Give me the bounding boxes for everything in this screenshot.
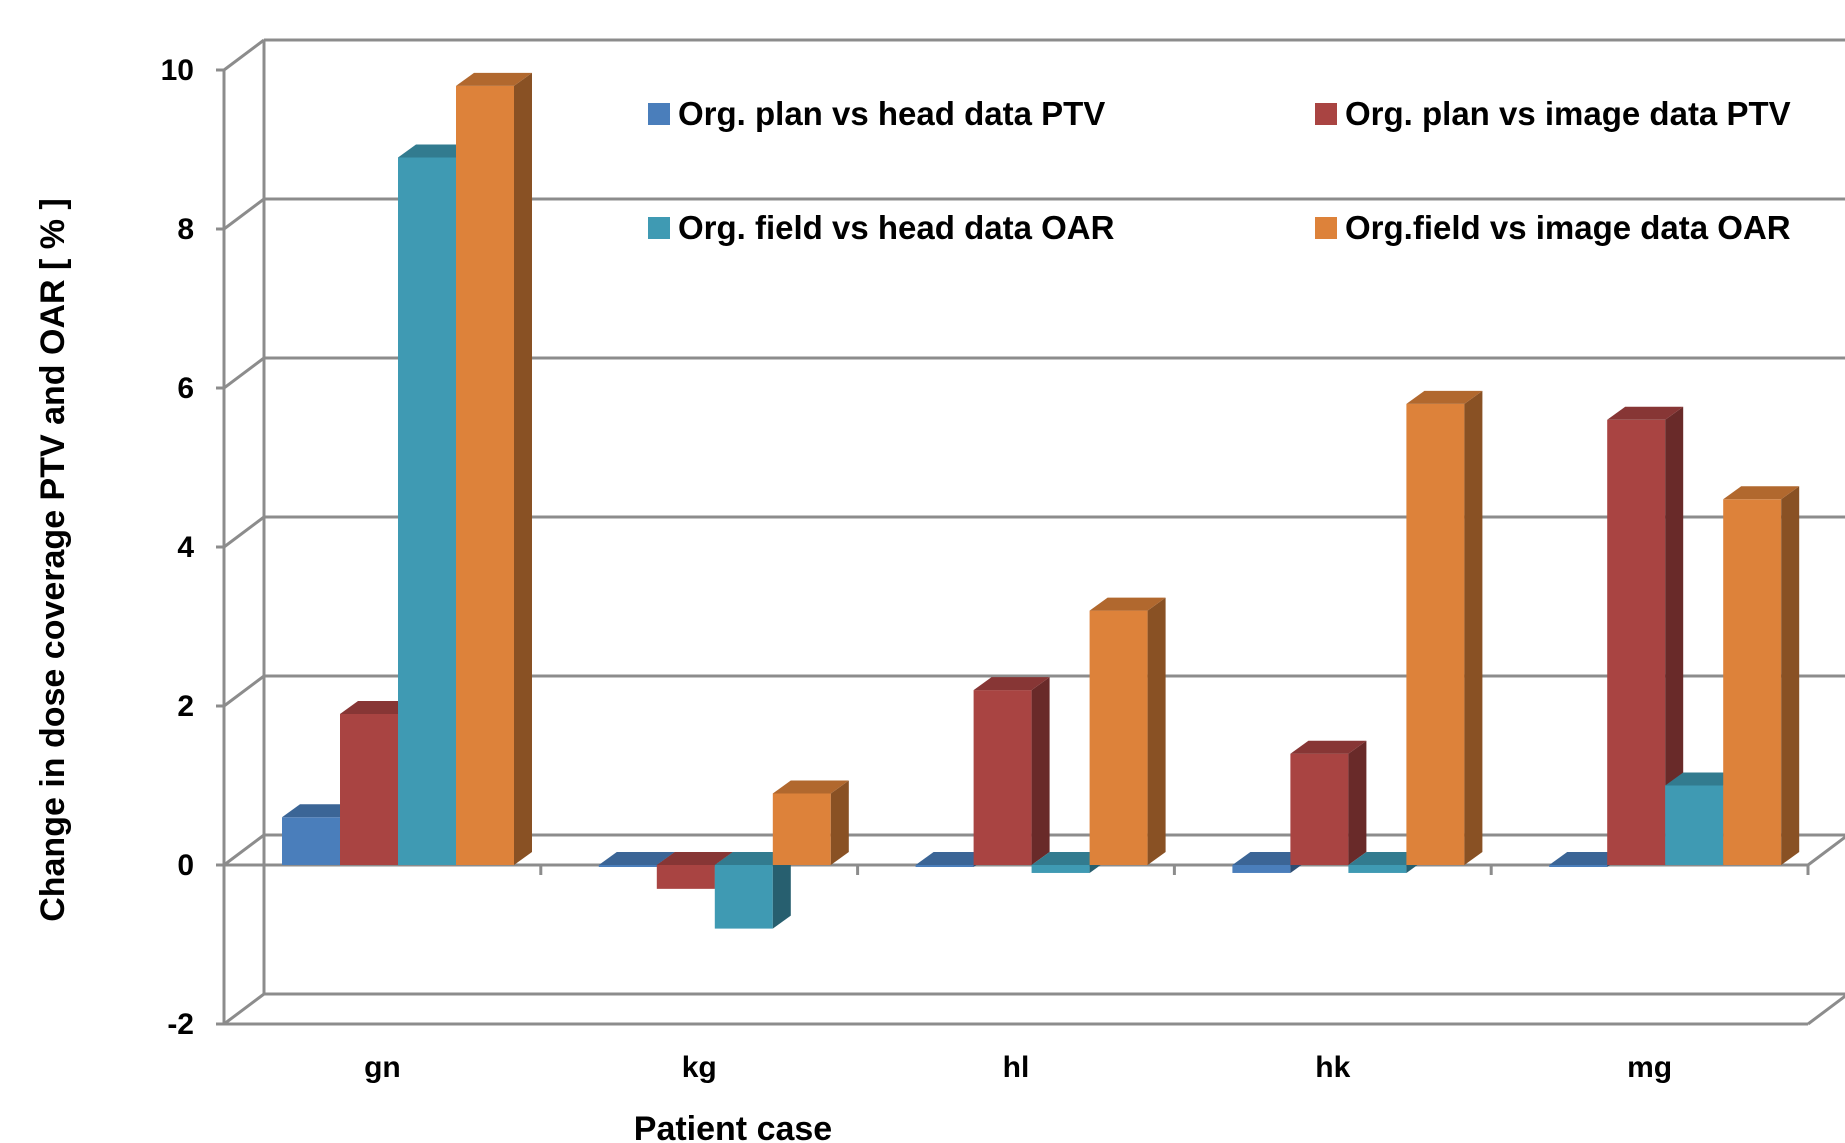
bar — [1406, 390, 1483, 865]
legend-label: Org. plan vs head data PTV — [678, 95, 1105, 132]
side-gridline — [223, 38, 265, 72]
y-tick-label: 6 — [177, 372, 194, 405]
y-axis-title: Change in dose coverage PTV and OAR [ % … — [34, 198, 72, 922]
bar-front-face — [1607, 419, 1666, 865]
legend-swatch — [648, 217, 670, 239]
bar — [656, 852, 733, 889]
y-tick-label: 0 — [177, 849, 194, 882]
bar — [1607, 406, 1684, 865]
bar-top-face — [1723, 486, 1800, 500]
bar-front-face — [1031, 865, 1090, 873]
bar-side-face — [772, 852, 791, 929]
bar-top-face — [1031, 852, 1108, 865]
x-axis-title: Patient case — [634, 1110, 832, 1143]
bar-top-face — [1232, 852, 1309, 865]
bar-front-face — [1348, 865, 1407, 873]
side-gridline — [223, 197, 265, 231]
x-tick-label: kg — [682, 1051, 717, 1084]
legend-label: Org. field vs head data OAR — [678, 209, 1115, 246]
x-tick-label: hk — [1315, 1051, 1350, 1084]
legend-item: Org. plan vs image data PTV — [1315, 95, 1791, 132]
x-tick-label: mg — [1627, 1051, 1672, 1084]
bar-side-face — [1665, 406, 1684, 865]
bar-side-face — [1464, 390, 1483, 865]
y-tick-label: 10 — [161, 54, 194, 87]
bar-top-face — [973, 677, 1050, 691]
bar-top-face — [1607, 406, 1684, 420]
bar-top-face — [656, 852, 733, 865]
legend: Org. plan vs head data PTV Org. plan vs i… — [648, 95, 1791, 246]
bar-top-face — [1665, 772, 1742, 786]
bar-front-face — [1290, 753, 1349, 865]
bar-side-face — [1348, 740, 1367, 865]
bar-front-face — [973, 690, 1032, 865]
bar-top-face — [1290, 740, 1367, 754]
bar-front-face — [714, 865, 773, 929]
side-gridline — [223, 833, 265, 867]
y-tick-label: 8 — [177, 213, 194, 246]
bar-top-face — [340, 700, 416, 714]
bar-front-face — [340, 713, 398, 865]
bar-front-face — [282, 817, 340, 865]
bar-front-face — [1723, 499, 1782, 865]
side-gridline — [223, 992, 265, 1026]
bar-front-face — [398, 157, 456, 865]
bar-front-face — [1406, 403, 1465, 865]
bar-side-face — [1147, 597, 1166, 865]
bar — [973, 677, 1050, 865]
bar-front-face — [1089, 610, 1148, 865]
bar-front-face — [1232, 865, 1291, 873]
legend-swatch — [1315, 103, 1337, 125]
bar — [1723, 486, 1800, 865]
bar-top-face — [1089, 597, 1166, 611]
bar-top-face — [1348, 852, 1425, 865]
bar — [714, 852, 791, 929]
side-gridline — [223, 674, 265, 708]
bar-side-face — [514, 72, 532, 865]
bar-top-face — [915, 852, 992, 865]
bar-front-face — [1549, 865, 1608, 867]
floor-side-edge — [1807, 994, 1845, 1026]
bars — [282, 72, 1800, 929]
bar-front-face — [772, 793, 831, 865]
bar — [1290, 740, 1367, 865]
bar-front-face — [915, 865, 974, 867]
bar-top-face — [282, 804, 358, 818]
y-tick-label: 2 — [177, 690, 194, 723]
side-gridline — [223, 515, 265, 549]
bar-top-face — [456, 72, 532, 86]
bar-top-face — [772, 780, 849, 794]
legend-swatch — [648, 103, 670, 125]
bar-top-face — [1406, 390, 1483, 404]
legend-swatch — [1315, 217, 1337, 239]
x-tick-label: hl — [1003, 1051, 1030, 1084]
bar-front-face — [598, 865, 657, 867]
legend-item: Org.field vs image data OAR — [1315, 209, 1791, 246]
y-tick-label: 4 — [177, 531, 194, 564]
bar-top-face — [598, 852, 675, 865]
bar-front-face — [656, 865, 715, 889]
y-tick-label: -2 — [167, 1008, 194, 1041]
bar-front-face — [456, 85, 514, 865]
x-axis-ticks: gn kg hl hk mg — [222, 865, 1810, 1084]
bar — [456, 72, 532, 865]
bar-top-face — [714, 852, 791, 865]
legend-item: Org. field vs head data OAR — [648, 209, 1115, 246]
bar-side-face — [830, 780, 849, 865]
zero-side-edge — [1807, 835, 1845, 867]
legend-item: Org. plan vs head data PTV — [648, 95, 1105, 132]
bar-top-face — [1549, 852, 1626, 865]
bar-side-face — [1031, 677, 1050, 865]
bar-top-face — [398, 144, 474, 158]
legend-label: Org.field vs image data OAR — [1345, 209, 1791, 246]
side-gridline — [223, 356, 265, 390]
bar — [772, 780, 849, 865]
x-tick-label: gn — [364, 1051, 401, 1084]
bar-front-face — [1665, 785, 1724, 865]
y-axis-ticks: -2 0 2 4 6 8 10 — [161, 54, 224, 1041]
bar — [1089, 597, 1166, 865]
bar-side-face — [1781, 486, 1800, 865]
legend-label: Org. plan vs image data PTV — [1345, 95, 1791, 132]
